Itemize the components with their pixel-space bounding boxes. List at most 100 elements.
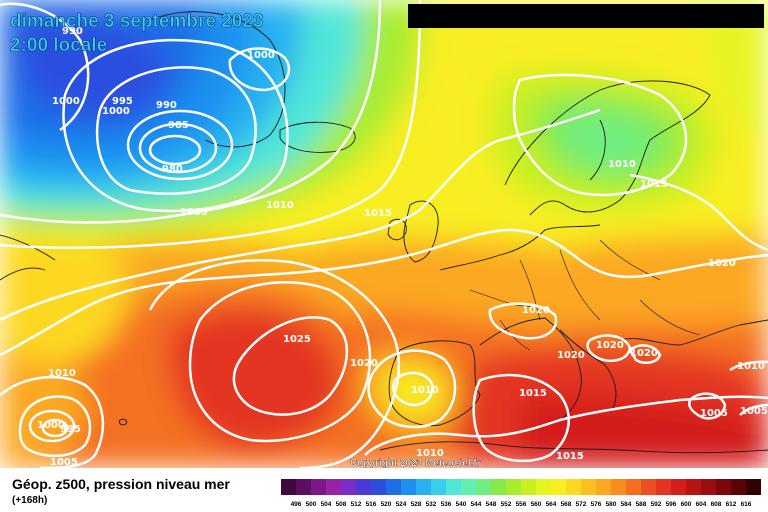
run-info-box <box>408 4 764 28</box>
isobar-label: 1010 <box>48 368 76 379</box>
legend-swatch <box>401 479 416 495</box>
isobar-label: 990 <box>62 26 83 37</box>
isobar-label: 1020 <box>596 340 624 351</box>
legend-swatch <box>341 479 356 495</box>
legend-swatch <box>716 479 731 495</box>
isobar-label: 1020 <box>350 358 378 369</box>
legend-tick-label: 516 <box>366 501 377 508</box>
legend-tick-label: 584 <box>621 501 632 508</box>
legend-tick-label: 560 <box>531 501 542 508</box>
legend-swatch <box>281 479 296 495</box>
legend-swatch <box>686 479 701 495</box>
isobar-label: 995 <box>60 424 81 435</box>
isobar-label: 1000 <box>247 50 275 61</box>
legend-tick-label: 596 <box>666 501 677 508</box>
isobar-label: 980 <box>162 164 183 175</box>
legend-tick-label: 536 <box>441 501 452 508</box>
legend-swatch <box>491 479 506 495</box>
isobar-label: 1010 <box>266 200 294 211</box>
legend-tick-label: 520 <box>381 501 392 508</box>
legend-tick-label: 524 <box>396 501 407 508</box>
legend-tick-label: 528 <box>411 501 422 508</box>
legend-tick-label: 540 <box>456 501 467 508</box>
legend-swatch <box>566 479 581 495</box>
isobar-label: 1010 <box>416 448 444 459</box>
legend-tick-label: 580 <box>606 501 617 508</box>
legend-swatch <box>506 479 521 495</box>
legend-tick-label: 544 <box>471 501 482 508</box>
legend-tick-label: 608 <box>711 501 722 508</box>
map-title: Géop. z500, pression niveau mer <box>12 476 230 492</box>
color-legend: 496 500 504 508 512 516 520 524 528 532 536 540 544 5… <box>281 479 761 508</box>
legend-swatch <box>521 479 536 495</box>
legend-tick-label: 548 <box>486 501 497 508</box>
isobar-labels: 990 1000 995 1000 990 985 980 1005 1010 … <box>37 26 768 468</box>
geopotential-field <box>0 0 768 468</box>
legend-tick-label: 504 <box>321 501 332 508</box>
legend-tick-label: 576 <box>591 501 602 508</box>
legend-tick-label: 568 <box>561 501 572 508</box>
isobars <box>0 0 768 468</box>
legend-swatch <box>596 479 611 495</box>
legend-tick-label: 572 <box>576 501 587 508</box>
legend-swatch <box>641 479 656 495</box>
isobar-label: 995 <box>112 96 133 107</box>
legend-tick-label: 588 <box>636 501 647 508</box>
legend-tick-label: 564 <box>546 501 557 508</box>
isobar-label: 1020 <box>708 258 736 269</box>
legend-swatch <box>656 479 671 495</box>
isobar-label: 1005 <box>180 207 208 218</box>
isobar-label: 1020 <box>557 350 585 361</box>
isobar-label: 1000 <box>102 106 130 117</box>
legend-swatch <box>311 479 326 495</box>
legend-tick-label: 552 <box>501 501 512 508</box>
legend-swatch <box>611 479 626 495</box>
legend-swatch <box>356 479 371 495</box>
legend-tick-label: 592 <box>651 501 662 508</box>
legend-tick-label: 604 <box>696 501 707 508</box>
isobar-label: 1010 <box>608 159 636 170</box>
legend-swatch <box>296 479 311 495</box>
legend-tick-label: 496 <box>291 501 302 508</box>
forecast-time: 2:00 locale <box>10 35 107 56</box>
legend-tick-label: 508 <box>336 501 347 508</box>
isobar-label: 1010 <box>737 361 765 372</box>
legend-swatch <box>671 479 686 495</box>
legend-swatch <box>551 479 566 495</box>
lead-time: (+168h) <box>12 495 47 506</box>
legend-swatch <box>746 479 761 495</box>
legend-tick-label: 512 <box>351 501 362 508</box>
isobar-label: 1005 <box>740 406 768 417</box>
legend-tick-label: 616 <box>741 501 752 508</box>
isobar-label: 1020 <box>522 305 550 316</box>
legend-tick-label: 612 <box>726 501 737 508</box>
isobar-label: 1000 <box>52 96 80 107</box>
isobar-label: 1000 <box>37 420 65 431</box>
isobar-label: 1015 <box>364 208 392 219</box>
isobar-label: 1005 <box>50 457 78 468</box>
legend-swatch <box>626 479 641 495</box>
isobar-label: 1025 <box>283 334 311 345</box>
isobar-label: 1015 <box>519 388 547 399</box>
copyright: Copyright 2023 Meteociel.fr <box>350 458 481 469</box>
legend-swatch <box>386 479 401 495</box>
legend-swatch <box>536 479 551 495</box>
isobar-label: 985 <box>168 120 189 131</box>
legend-tick-label: 600 <box>681 501 692 508</box>
forecast-date: dimanche 3 septembre 2023 <box>10 11 263 32</box>
legend-swatch <box>461 479 476 495</box>
isobar-label: 1010 <box>411 385 439 396</box>
legend-swatch <box>371 479 386 495</box>
legend-swatch <box>431 479 446 495</box>
isobar-label: 990 <box>156 100 177 111</box>
legend-swatch <box>326 479 341 495</box>
isobar-label: 1005 <box>700 408 728 419</box>
isobar-label: 1015 <box>640 179 668 190</box>
map-header: dimanche 3 septembre 2023 2:00 locale <box>10 11 264 57</box>
legend-swatch <box>416 479 431 495</box>
legend-swatch <box>446 479 461 495</box>
legend-tick-label: 532 <box>426 501 437 508</box>
legend-swatch <box>701 479 716 495</box>
coastlines <box>0 11 768 454</box>
